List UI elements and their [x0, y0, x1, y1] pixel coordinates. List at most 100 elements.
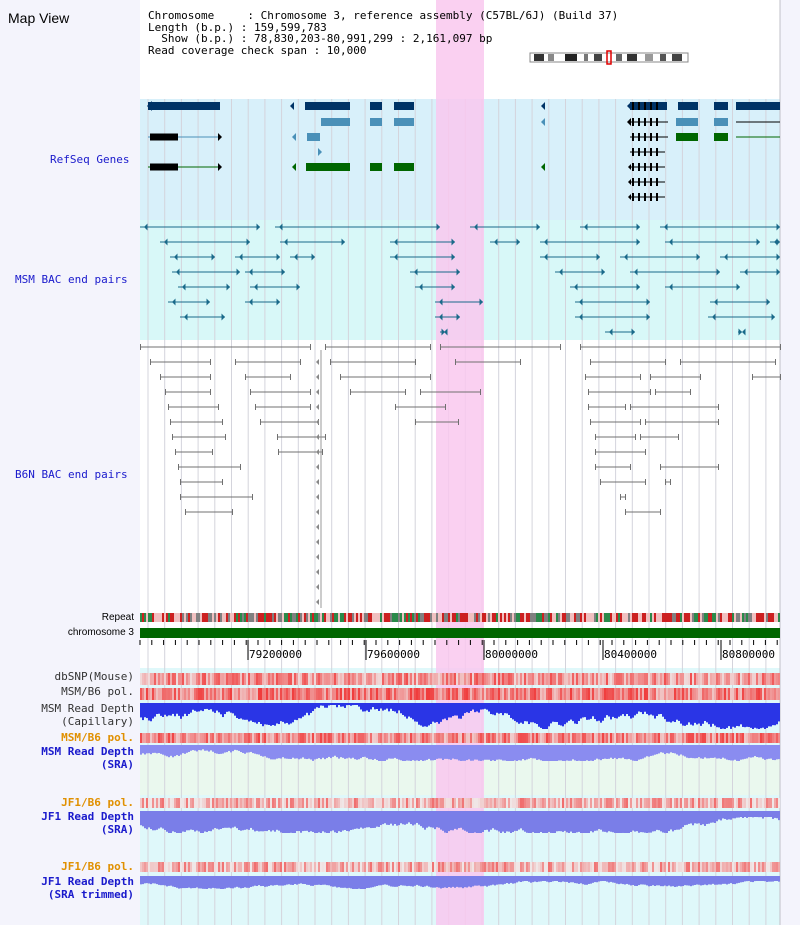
repeat-bar — [412, 613, 414, 622]
repeat-bar — [470, 613, 472, 622]
read-depth-bar — [776, 876, 778, 881]
polymorphism-bar — [428, 733, 430, 743]
read-depth-bar — [212, 745, 214, 752]
read-depth-bar — [740, 703, 742, 725]
polymorphism-bar — [198, 862, 200, 872]
refseq-genes-label[interactable]: RefSeq Genes — [50, 153, 130, 166]
read-depth-bar — [158, 745, 160, 754]
read-depth-bar — [504, 745, 506, 761]
bac-end-tick — [645, 419, 646, 425]
polymorphism-bar — [766, 733, 768, 743]
read-depth-bar — [662, 703, 664, 717]
polymorphism-bar — [766, 688, 768, 700]
read-depth-bar — [224, 745, 226, 753]
polymorphism-bar — [270, 688, 272, 700]
read-depth-bar — [284, 703, 286, 724]
polymorphism-bar — [654, 798, 656, 808]
read-depth-bar — [628, 876, 630, 885]
polymorphism-bar — [638, 798, 640, 808]
read-depth-bar — [598, 876, 600, 882]
repeat-bar — [192, 613, 194, 622]
polymorphism-bar — [324, 688, 326, 700]
polymorphism-bar — [318, 862, 320, 872]
polymorphism-bar — [354, 673, 356, 685]
polymorphism-bar — [384, 798, 386, 808]
polymorphism-bar — [748, 733, 750, 743]
read-depth-bar — [700, 703, 702, 726]
polymorphism-bar — [550, 673, 552, 685]
polymorphism-bar — [330, 688, 332, 700]
strand-arrow — [744, 268, 748, 276]
strand-arrow — [771, 313, 775, 321]
read-depth-bar — [644, 745, 646, 758]
read-depth-bar — [720, 745, 722, 759]
polymorphism-bar — [272, 733, 274, 743]
strand-arrow — [624, 253, 628, 261]
exon-tick — [638, 118, 640, 126]
polymorphism-bar — [528, 673, 530, 685]
polymorphism-bar — [542, 862, 544, 872]
polymorphism-bar — [424, 673, 426, 685]
read-depth-bar — [574, 745, 576, 761]
repeat-bar — [544, 613, 546, 622]
polymorphism-bar — [698, 673, 700, 685]
read-depth-bar — [238, 703, 240, 719]
read-depth-bar — [186, 876, 188, 889]
read-depth-bar — [464, 703, 466, 714]
repeat-bar — [718, 613, 720, 622]
repeat-bar — [500, 613, 502, 622]
polymorphism-bar — [530, 733, 532, 743]
polymorphism-bar — [530, 798, 532, 808]
repeat-bar — [552, 613, 554, 622]
read-depth-bar — [312, 703, 314, 712]
polymorphism-bar — [778, 733, 780, 743]
polymorphism-bar — [178, 733, 180, 743]
read-depth-bar — [406, 811, 408, 824]
read-depth-bar — [146, 745, 148, 754]
strand-arrow — [669, 238, 673, 246]
polymorphism-bar — [746, 688, 748, 700]
polymorphism-bar — [328, 733, 330, 743]
repeat-bar — [420, 613, 422, 622]
polymorphism-bar — [606, 733, 608, 743]
polymorphism-bar — [168, 862, 170, 872]
strand-arrow — [147, 101, 152, 111]
read-depth-bar — [310, 811, 312, 832]
polymorphism-bar — [174, 733, 176, 743]
read-depth-bar — [400, 745, 402, 761]
read-depth-bar — [576, 703, 578, 724]
polymorphism-bar — [500, 733, 502, 743]
read-depth-bar — [540, 876, 542, 882]
repeat-bar — [352, 613, 354, 622]
polymorphism-bar — [190, 733, 192, 743]
polymorphism-bar — [548, 862, 550, 872]
repeat-bar — [144, 613, 146, 622]
strand-arrow — [494, 238, 498, 246]
polymorphism-bar — [326, 798, 328, 808]
polymorphism-bar — [722, 673, 724, 685]
bac-end-tick — [780, 374, 781, 380]
b6n-bac-label[interactable]: B6N BAC end pairs — [15, 468, 128, 481]
repeat-bar — [378, 613, 380, 622]
polymorphism-bar — [546, 862, 548, 872]
repeat-bar — [278, 613, 280, 622]
read-depth-bar — [422, 876, 424, 888]
read-depth-bar — [664, 703, 666, 720]
read-depth-bar — [340, 703, 342, 707]
read-depth-bar — [680, 811, 682, 829]
polymorphism-bar — [354, 798, 356, 808]
read-depth-bar — [382, 745, 384, 761]
msm-bac-label[interactable]: MSM BAC end pairs — [15, 273, 128, 286]
repeat-bar — [644, 613, 646, 622]
strand-arrow — [164, 238, 168, 246]
read-depth-bar — [664, 876, 666, 886]
polymorphism-bar — [448, 862, 450, 872]
polymorphism-bar — [320, 798, 322, 808]
polymorphism-bar — [590, 798, 592, 808]
read-depth-bar — [618, 811, 620, 833]
repeat-bar — [666, 613, 668, 622]
polymorphism-bar — [368, 862, 370, 872]
read-depth-bar — [306, 703, 308, 713]
repeat-bar — [266, 613, 268, 622]
